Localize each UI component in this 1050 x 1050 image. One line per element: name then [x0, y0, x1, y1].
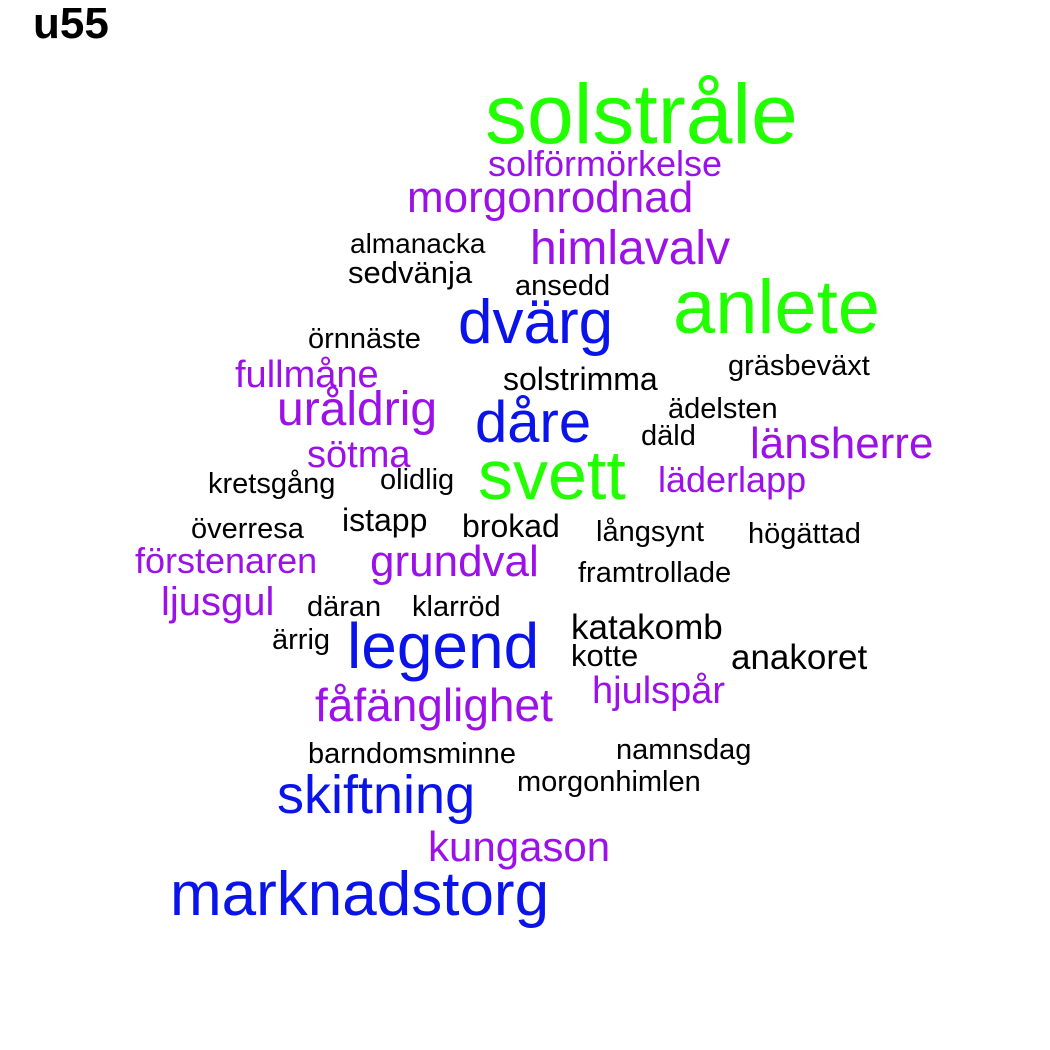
cloud-word-långsynt: långsynt	[596, 516, 705, 548]
cloud-word-anakoret: anakoret	[731, 638, 868, 677]
cloud-word-klarröd: klarröd	[412, 591, 501, 623]
cloud-word-uråldrig: uråldrig	[277, 383, 438, 436]
cloud-word-solstrimma: solstrimma	[503, 361, 658, 397]
cloud-word-gräsbeväxt: gräsbeväxt	[728, 350, 870, 382]
cloud-word-förstenaren: förstenaren	[135, 540, 318, 581]
cloud-word-dåre: dåre	[475, 390, 592, 455]
cloud-word-svett: svett	[478, 436, 626, 514]
cloud-word-morgonrodnad: morgonrodnad	[407, 173, 694, 222]
cloud-word-legend: legend	[347, 610, 540, 682]
cloud-word-solstråle: solstråle	[485, 67, 798, 161]
cloud-word-namnsdag: namnsdag	[616, 734, 752, 766]
cloud-word-däld: däld	[641, 420, 696, 452]
cloud-word-brokad: brokad	[462, 508, 560, 544]
cloud-word-barndomsminne: barndomsminne	[308, 738, 516, 770]
cloud-word-almanacka: almanacka	[350, 228, 486, 259]
cloud-word-marknadstorg: marknadstorg	[170, 860, 550, 929]
cloud-word-skiftning: skiftning	[277, 765, 476, 825]
cloud-word-hjulspår: hjulspår	[592, 670, 726, 712]
cloud-word-däran: däran	[307, 591, 382, 623]
cloud-word-länsherre: länsherre	[750, 419, 934, 468]
cloud-word-fullmåne: fullmåne	[235, 354, 379, 396]
cloud-word-kretsgång: kretsgång	[208, 468, 336, 500]
cloud-word-katakomb: katakomb	[571, 608, 723, 647]
cloud-word-överresa: överresa	[191, 513, 304, 545]
cloud-word-anlete: anlete	[673, 265, 881, 350]
cloud-word-kungason: kungason	[428, 823, 611, 870]
page-title: u55	[33, 0, 109, 48]
cloud-word-ärrig: ärrig	[272, 624, 331, 656]
cloud-word-fåfänglighet: fåfänglighet	[315, 679, 553, 731]
cloud-word-morgonhimlen: morgonhimlen	[517, 766, 701, 798]
cloud-word-sötma: sötma	[307, 434, 411, 476]
cloud-word-olidlig: olidlig	[380, 464, 455, 496]
cloud-word-grundval: grundval	[370, 537, 539, 586]
cloud-word-ädelsten: ädelsten	[668, 393, 778, 425]
cloud-word-kotte: kotte	[571, 638, 639, 673]
cloud-word-ansedd: ansedd	[515, 270, 611, 302]
cloud-word-läderlapp: läderlapp	[658, 459, 807, 500]
cloud-word-ljusgul: ljusgul	[161, 580, 275, 624]
cloud-word-högättad: högättad	[748, 518, 861, 550]
cloud-word-dvärg: dvärg	[458, 288, 614, 357]
cloud-word-framtrollade: framtrollade	[578, 557, 732, 589]
cloud-word-istapp: istapp	[342, 502, 428, 538]
cloud-word-himlavalv: himlavalv	[530, 222, 731, 275]
cloud-word-sedvänja: sedvänja	[348, 255, 473, 290]
cloud-word-örnnäste: örnnäste	[308, 323, 421, 355]
cloud-word-solförmörkelse: solförmörkelse	[488, 143, 723, 184]
